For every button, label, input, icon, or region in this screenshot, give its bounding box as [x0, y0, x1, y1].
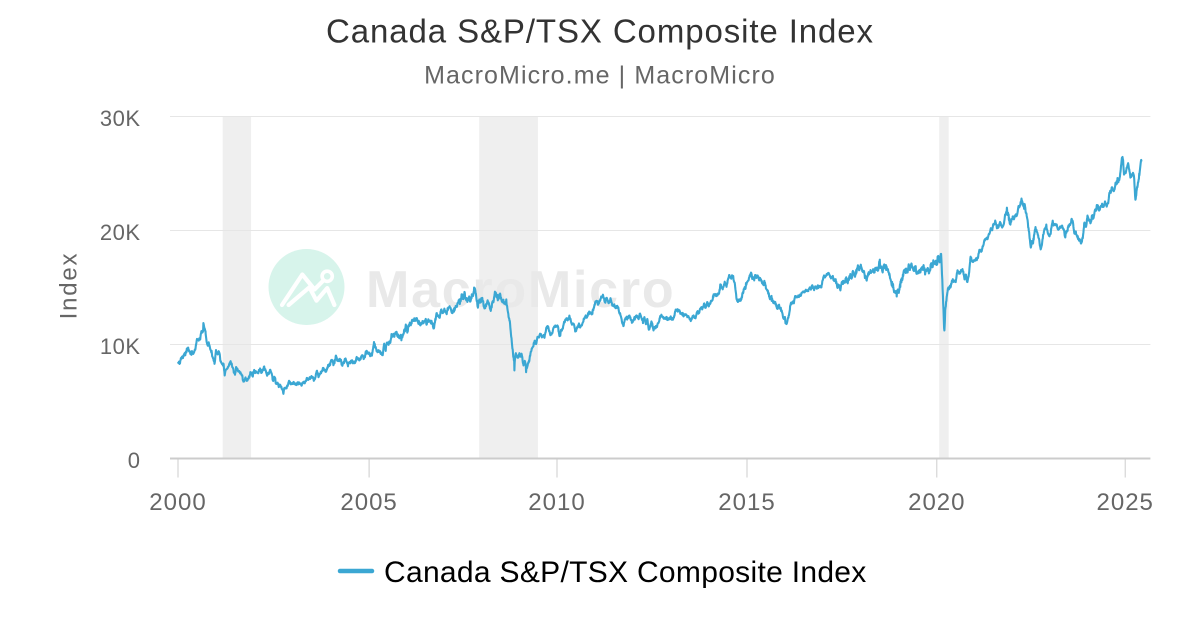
svg-text:2005: 2005: [340, 489, 397, 516]
svg-text:2010: 2010: [528, 489, 585, 516]
svg-text:Canada S&P/TSX Composite Index: Canada S&P/TSX Composite Index: [326, 13, 874, 50]
svg-text:2025: 2025: [1097, 489, 1154, 516]
svg-text:MacroMicro.me | MacroMicro: MacroMicro.me | MacroMicro: [424, 62, 776, 90]
svg-text:30K: 30K: [100, 106, 141, 131]
svg-text:Canada S&P/TSX Composite Index: Canada S&P/TSX Composite Index: [384, 556, 867, 589]
svg-text:0: 0: [128, 448, 141, 473]
svg-text:MacroMicro: MacroMicro: [366, 261, 675, 319]
svg-text:20K: 20K: [100, 220, 141, 245]
svg-text:2020: 2020: [908, 489, 965, 516]
svg-text:2000: 2000: [149, 489, 206, 516]
svg-text:Index: Index: [56, 252, 83, 320]
svg-text:2015: 2015: [718, 489, 775, 516]
svg-text:10K: 10K: [100, 334, 141, 359]
